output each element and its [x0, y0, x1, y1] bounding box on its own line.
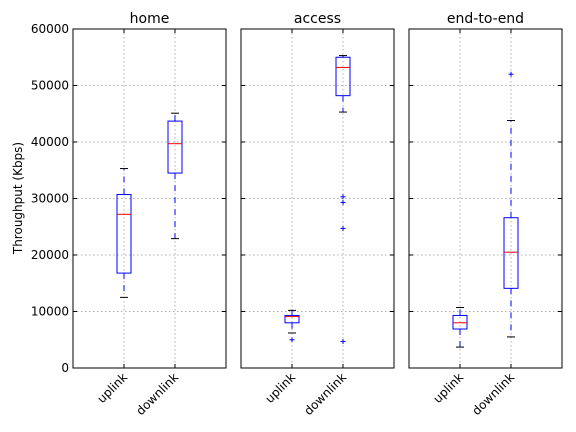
panel-title: access — [294, 11, 341, 27]
box-downlink — [167, 112, 183, 240]
x-tick-label-uplink: uplink — [262, 370, 298, 406]
x-tick-label-uplink: uplink — [94, 370, 130, 406]
flier — [340, 199, 346, 205]
box-body — [284, 314, 300, 324]
x-tick-label-uplink: uplink — [430, 370, 466, 406]
y-tick-label: 50000 — [31, 79, 69, 93]
panel-end-to-end: uplink downlink end-to-end — [408, 11, 563, 418]
flier — [340, 225, 346, 231]
box-body — [167, 120, 183, 174]
box-downlink — [503, 71, 519, 338]
box-body — [503, 217, 519, 289]
flier — [289, 337, 295, 343]
box-uplink — [284, 309, 300, 343]
y-tick-label: 30000 — [31, 192, 69, 206]
box-downlink — [335, 55, 351, 344]
box-uplink — [116, 168, 132, 298]
panel-title: home — [130, 11, 170, 27]
y-tick-label: 20000 — [31, 248, 69, 262]
y-tick-label: 10000 — [31, 305, 69, 319]
box-body — [335, 56, 351, 97]
flier — [340, 338, 346, 344]
box-body — [116, 194, 132, 274]
x-tick-label-downlink: downlink — [301, 370, 349, 418]
flier — [340, 194, 346, 200]
flier — [508, 71, 514, 77]
box-uplink — [452, 307, 468, 348]
panel-access: uplink downlink access — [240, 11, 395, 418]
y-axis-label: Throughput (Kbps) — [11, 142, 25, 255]
panel-title: end-to-end — [447, 11, 524, 27]
y-tick-label: 60000 — [31, 22, 69, 36]
box-body — [452, 314, 468, 330]
x-tick-label-downlink: downlink — [469, 370, 517, 418]
panel-home: 0 10000 20000 30000 40000 50000 60000 uplink dow… — [31, 11, 227, 418]
x-tick-label-downlink: downlink — [133, 370, 181, 418]
y-tick-label: 40000 — [31, 135, 69, 149]
y-tick-label: 0 — [61, 361, 69, 375]
